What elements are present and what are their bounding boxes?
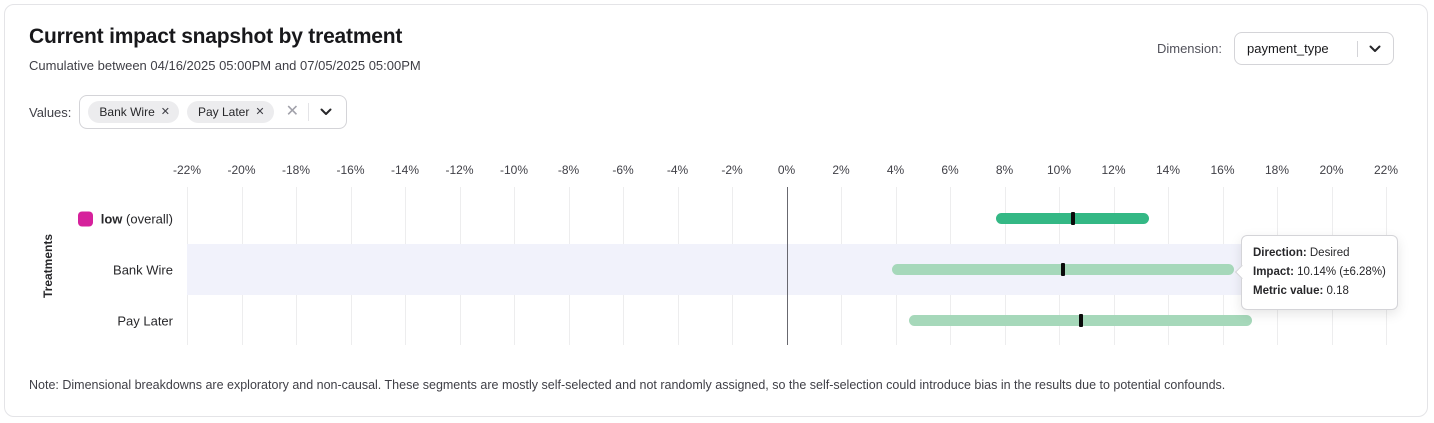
values-divider (307, 103, 309, 121)
tooltip: Direction: Desired Impact: 10.14% (±6.28… (1234, 235, 1398, 310)
treatment-row-label: low (overall) (77, 211, 173, 226)
tooltip-impact-value: 10.14% (±6.28%) (1297, 266, 1386, 278)
chevron-down-icon[interactable] (318, 106, 334, 118)
page-title: Current impact snapshot by treatment (29, 25, 403, 48)
x-axis-ticks: -22% -20% -18% -16% -14% -12% -10% -8% -6% -4% -2%… (173, 163, 1398, 179)
x-tick-label: 20% (1319, 163, 1344, 177)
tooltip-direction-value: Desired (1309, 247, 1350, 259)
x-tick-label: -18% (281, 163, 311, 177)
x-tick-label: -8% (557, 163, 580, 177)
x-tick-label: -16% (336, 163, 365, 177)
dimension-label: Dimension: (1156, 41, 1222, 56)
select-divider (1357, 40, 1358, 57)
x-tick-label: -6% (612, 163, 634, 177)
x-tick-label: 18% (1264, 163, 1290, 177)
tooltip-metric-value: 0.18 (1326, 285, 1349, 297)
disclaimer-note: Note: Dimensional breakdowns are explora… (29, 378, 1226, 392)
clear-all-icon[interactable]: ✕ (285, 103, 299, 120)
zero-gridline (786, 187, 788, 345)
tooltip-direction-label: Direction: (1253, 247, 1307, 259)
point-estimate-marker (1070, 212, 1075, 225)
x-tick-label: 8% (995, 163, 1014, 177)
values-filter-row: Values: Bank Wire ✕ Pay Later ✕ ✕ (29, 95, 347, 129)
x-tick-label: -22% (172, 163, 202, 177)
tooltip-metric-row: Metric value: 0.18 (1253, 282, 1386, 301)
values-multiselect[interactable]: Bank Wire ✕ Pay Later ✕ ✕ (79, 95, 347, 129)
x-tick-label: 10% (1046, 163, 1072, 177)
x-tick-label: 0% (777, 163, 796, 177)
values-label: Values: (29, 104, 72, 120)
x-tick-label: 14% (1155, 163, 1181, 177)
x-tick-label: -10% (499, 163, 529, 177)
x-tick-label: 4% (886, 163, 905, 177)
tooltip-impact-row: Impact: 10.14% (±6.28%) (1253, 263, 1386, 282)
x-tick-label: 6% (941, 163, 959, 177)
x-tick-label: 12% (1101, 163, 1126, 177)
value-chip[interactable]: Bank Wire ✕ (88, 101, 179, 123)
tooltip-direction-row: Direction: Desired (1253, 244, 1386, 263)
plot-area (187, 187, 1387, 345)
treatment-row-label: Pay Later (117, 313, 173, 328)
value-chip[interactable]: Pay Later ✕ (186, 101, 274, 123)
dimension-select[interactable]: payment_type (1234, 32, 1394, 65)
dimension-selected-value: payment_type (1247, 41, 1329, 56)
chips-container: Bank Wire ✕ Pay Later ✕ (88, 101, 274, 123)
x-tick-label: 16% (1210, 163, 1235, 177)
tooltip-metric-label: Metric value: (1253, 285, 1324, 297)
x-tick-label: 22% (1373, 163, 1399, 177)
treatment-row-label: Bank Wire (113, 262, 173, 277)
tooltip-impact-label: Impact: (1253, 266, 1294, 278)
value-chip-label: Pay Later (197, 105, 250, 119)
x-tick-label: -20% (227, 163, 256, 177)
point-estimate-marker (1060, 263, 1065, 276)
remove-chip-icon[interactable]: ✕ (160, 105, 170, 118)
x-tick-label: -2% (721, 163, 743, 177)
row-labels: low (overall) Bank Wire Pay Later (5, 187, 173, 345)
x-tick-label: -12% (445, 163, 474, 177)
x-tick-label: 2% (832, 163, 850, 177)
x-tick-label: -14% (390, 163, 420, 177)
chevron-down-icon[interactable] (1367, 43, 1383, 55)
value-chip-label: Bank Wire (99, 105, 155, 119)
remove-chip-icon[interactable]: ✕ (255, 105, 265, 118)
legend-swatch (77, 211, 93, 226)
impact-snapshot-card: Current impact snapshot by treatment Cum… (4, 4, 1428, 417)
date-range-subtitle: Cumulative between 04/16/2025 05:00PM an… (29, 58, 421, 73)
x-tick-label: -4% (666, 163, 689, 177)
dimension-group: Dimension: payment_type (1157, 32, 1394, 65)
point-estimate-marker (1078, 314, 1083, 327)
